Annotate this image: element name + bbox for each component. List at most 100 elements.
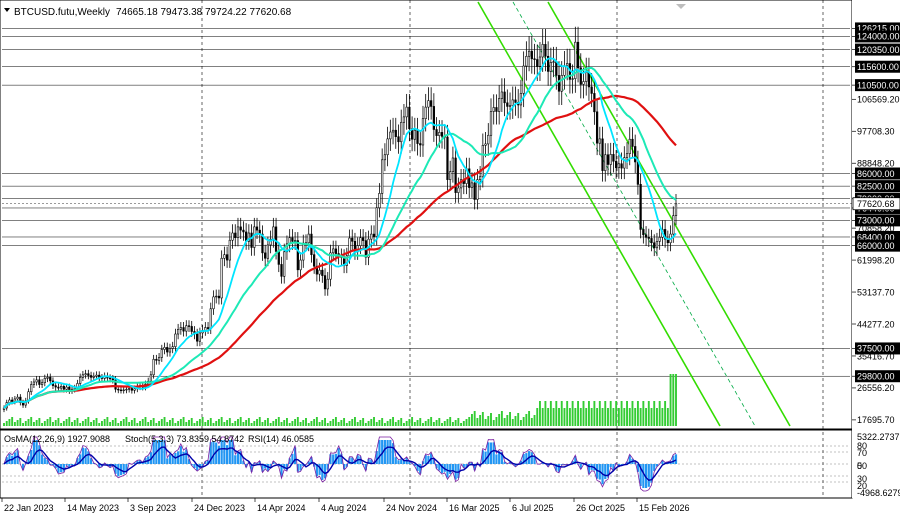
osma-bar — [329, 454, 332, 464]
candle-body — [128, 388, 131, 390]
osma-bar — [171, 455, 174, 464]
volume-bar — [68, 417, 71, 426]
volume-bar — [49, 417, 52, 426]
osma-bar — [457, 464, 460, 479]
volume-bar — [81, 421, 84, 426]
volume-bar — [84, 419, 87, 426]
volume-bar — [111, 420, 114, 426]
price-level-box — [855, 239, 900, 252]
volume-bar — [465, 419, 468, 426]
osma-bar — [299, 464, 302, 471]
osma-bar — [647, 464, 650, 487]
candle-body — [454, 157, 457, 193]
osma-bar — [239, 451, 242, 464]
candle-body — [587, 71, 591, 88]
candle-body — [190, 326, 193, 332]
candle-body — [89, 375, 93, 378]
osma-bar — [342, 464, 346, 470]
candle-body — [329, 252, 332, 280]
volume-bar — [462, 421, 465, 426]
candle-body — [601, 138, 604, 171]
candle-body — [166, 347, 169, 353]
osma-bar — [217, 445, 221, 464]
candle-body — [8, 399, 11, 403]
osma-bar — [563, 464, 566, 465]
candle-body — [362, 237, 365, 241]
volume-bar — [345, 423, 348, 426]
osma-bar — [655, 464, 659, 467]
volume-bar — [525, 414, 528, 426]
volume-bar — [166, 422, 169, 426]
volume-bar — [256, 419, 258, 426]
osma-bar — [32, 440, 36, 464]
price-level-box — [855, 167, 900, 180]
candle-body — [269, 238, 272, 246]
moving-averages — [3, 57, 677, 409]
osma-bar — [81, 447, 84, 464]
candle-body — [223, 254, 226, 259]
candle-body — [522, 65, 525, 94]
volume-bar — [672, 374, 675, 426]
candle-body — [449, 171, 452, 180]
candle-body — [609, 154, 612, 165]
volume-bar — [392, 417, 395, 426]
volume-bar — [294, 419, 297, 426]
osma-bar — [378, 440, 381, 464]
osma-bar — [375, 451, 378, 464]
candle-body — [231, 232, 234, 241]
volume-bar — [500, 411, 503, 426]
scroll-marker-icon[interactable] — [676, 4, 686, 9]
volume-bar — [272, 421, 275, 426]
osma-bar — [465, 464, 468, 468]
volume-bar — [552, 408, 555, 426]
candle-body — [541, 44, 544, 58]
osma-bar — [8, 453, 11, 464]
osma-bar — [79, 454, 82, 464]
rsi-header: RSI(14) 46.0585 — [248, 434, 314, 444]
osma-bar — [498, 451, 501, 464]
volume-bar — [351, 419, 354, 426]
candle-body — [473, 182, 476, 200]
osma-bar — [642, 464, 645, 488]
candle-body — [446, 136, 449, 180]
candle-body — [427, 100, 430, 108]
time-tick-label: 4 Aug 2024 — [321, 503, 367, 513]
candle-body — [326, 278, 329, 290]
candle-body — [617, 163, 620, 169]
price-tick-label: 35416.70 — [857, 351, 895, 361]
candle-body — [372, 233, 376, 237]
ma-mid-line — [3, 67, 677, 409]
osma-bar — [514, 464, 517, 467]
candle-body — [291, 237, 294, 242]
volume-bar — [609, 401, 612, 426]
volume-bar — [98, 423, 101, 426]
osma-bar — [389, 440, 392, 464]
volume-bar — [103, 419, 106, 426]
volume-bar — [130, 420, 133, 426]
osma-bar — [370, 459, 373, 464]
osma-bar — [27, 455, 30, 464]
price-level-label: 73000.00 — [857, 216, 895, 226]
volume-bar — [381, 418, 384, 426]
volume-bar — [617, 408, 620, 426]
candle-body — [114, 379, 117, 390]
candle-body — [674, 203, 678, 217]
price-tick-label: 106569.20 — [857, 95, 900, 105]
volume-bar — [92, 420, 95, 426]
candle-body — [508, 105, 512, 107]
osma-bar — [394, 457, 397, 464]
volume-bar — [620, 401, 623, 426]
dropdown-arrow-icon[interactable] — [4, 8, 10, 12]
candle-body — [484, 143, 487, 146]
candle-body — [149, 374, 153, 382]
osma-bar — [168, 454, 172, 464]
candle-body — [198, 332, 202, 342]
osma-bar — [310, 457, 313, 464]
candle-body — [389, 131, 392, 140]
candle-body — [644, 234, 648, 238]
current-price-label: 77620.68 — [857, 199, 895, 209]
osma-bar — [269, 464, 272, 468]
osma-bar — [462, 464, 465, 468]
osma-bar — [364, 464, 367, 471]
